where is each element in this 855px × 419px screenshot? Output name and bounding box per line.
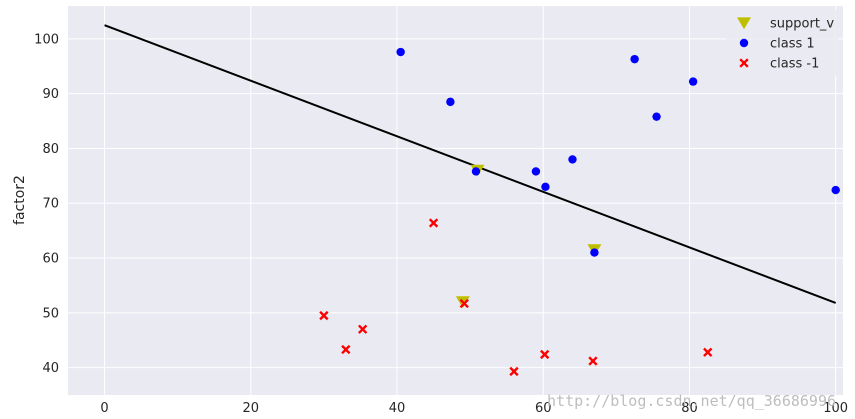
- x-tick-label: 80: [681, 401, 698, 416]
- legend-marker-class-1: [739, 38, 749, 48]
- x-stroke: [703, 347, 713, 357]
- series-class-1: [396, 47, 840, 257]
- y-tick-label: 40: [42, 361, 59, 376]
- x-tick-label: 100: [823, 401, 848, 416]
- x-tick-label: 20: [243, 401, 260, 416]
- x-stroke: [459, 298, 469, 309]
- plot-area: [68, 6, 843, 395]
- y-axis-label: factor2: [12, 175, 28, 225]
- tick-labels: 0 20 40 60 80 100 40 50 60 70 80 90 100: [34, 32, 848, 416]
- x-stroke: [428, 218, 439, 228]
- point-class-1: [588, 356, 598, 366]
- point-class-1: [703, 347, 713, 357]
- point-class-1: [428, 218, 439, 228]
- point-class-1: [396, 47, 405, 57]
- x-stroke: [357, 324, 368, 334]
- data-points: [319, 47, 840, 377]
- point-class-1: [319, 310, 329, 321]
- x-stroke: [319, 310, 329, 321]
- point-class-1: [630, 54, 639, 64]
- y-tick-label: 50: [42, 306, 59, 321]
- legend-label-class-1: class -1: [770, 57, 819, 72]
- x-tick-label: 40: [389, 401, 406, 416]
- legend-label-support-v: support_v: [770, 17, 834, 32]
- x-stroke: [341, 344, 351, 355]
- x-stroke: [540, 349, 550, 360]
- point-class-1: [540, 349, 550, 360]
- legend-marker-class-1: [739, 58, 749, 68]
- point-class-1: [446, 97, 455, 107]
- x-stroke: [588, 356, 598, 366]
- point-class-1: [459, 298, 469, 309]
- point-class-1: [471, 167, 481, 176]
- y-tick-label: 60: [42, 252, 59, 267]
- point-class-1: [541, 182, 550, 192]
- y-tick-label: 70: [42, 197, 59, 212]
- x-tick-label: 60: [535, 401, 552, 416]
- legend-marker-support-v: [737, 17, 751, 30]
- decision-boundary: [104, 24, 837, 304]
- point-class-1: [509, 366, 519, 377]
- point-class-1: [531, 167, 541, 176]
- x-tick-label: 0: [100, 401, 108, 416]
- y-tick-label: 100: [34, 32, 59, 47]
- point-class-1: [652, 112, 661, 121]
- gridlines: [68, 6, 843, 395]
- point-class-1: [357, 324, 368, 334]
- point-class-1: [688, 77, 698, 86]
- point-class-1: [568, 155, 577, 164]
- point-class-1: [590, 248, 599, 257]
- series-class-1: [319, 218, 713, 377]
- point-class-1: [831, 185, 840, 195]
- x-stroke: [739, 58, 749, 68]
- legend-label-class-1: class 1: [770, 37, 815, 52]
- y-tick-label: 80: [42, 142, 59, 157]
- point-class-1: [341, 344, 351, 355]
- y-tick-label: 90: [42, 87, 59, 102]
- x-stroke: [509, 366, 519, 377]
- watermark: http://blog.csdn.net/qq_36686996: [547, 392, 836, 410]
- decision-line: [104, 24, 837, 304]
